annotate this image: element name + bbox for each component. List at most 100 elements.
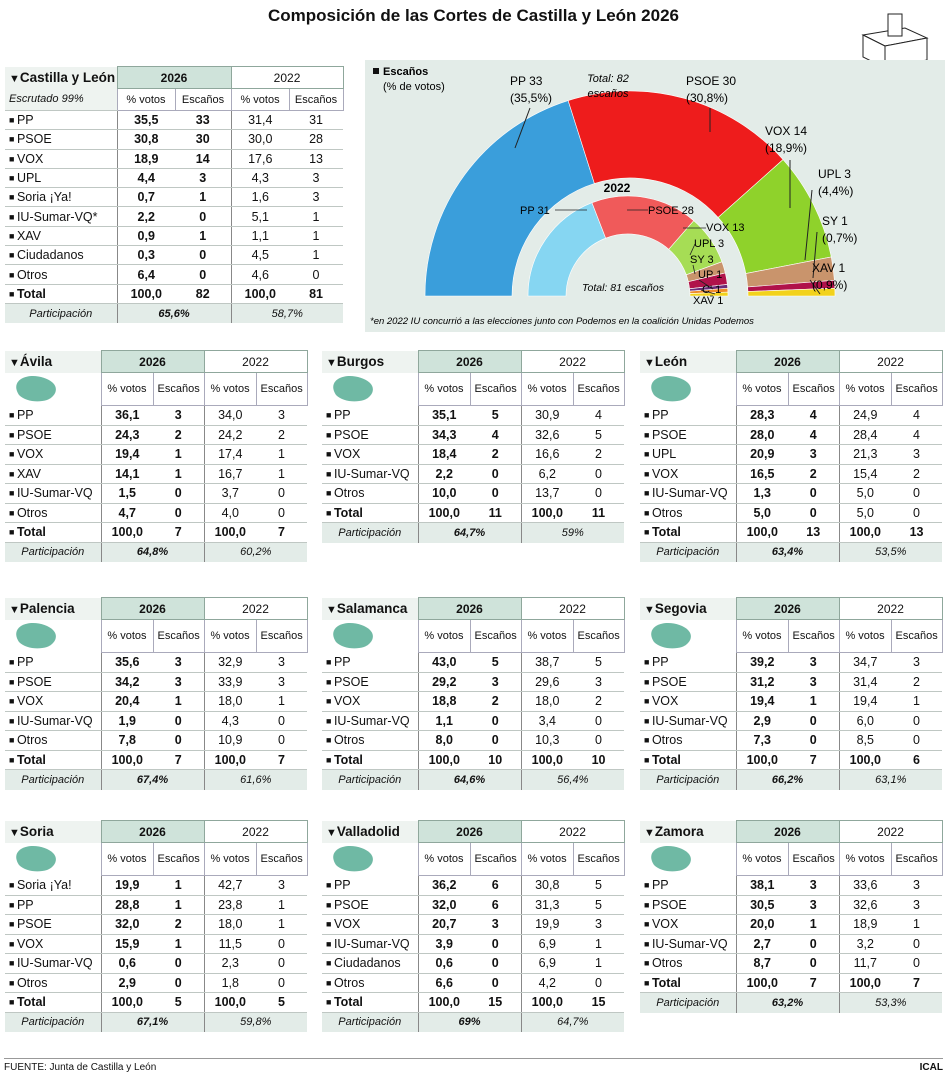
cell-value: 5,0	[735, 503, 788, 523]
cell-value: 4	[470, 425, 522, 445]
cell-value: 100,0	[203, 522, 257, 543]
cell-value: 0,6	[100, 953, 153, 974]
table-title: Segovia	[640, 597, 736, 620]
party-name: Otros	[640, 730, 736, 751]
party-row: IU-Sumar-VQ1,305,00	[640, 483, 943, 504]
party-name: Ciudadanos	[322, 953, 418, 974]
participation-row: Participación 67,4% 61,6%	[5, 769, 308, 790]
party-name: VOX	[322, 914, 418, 935]
cell-value: 5,0	[838, 503, 892, 523]
cell-value: 0	[573, 730, 625, 751]
party-name: Total	[640, 749, 736, 770]
column-header: % votos	[735, 842, 789, 876]
cell-value: 20,4	[100, 691, 153, 712]
legend-title: Escaños	[383, 66, 428, 78]
cell-value: 32,6	[838, 895, 892, 915]
column-header: Escaños	[787, 842, 840, 876]
cell-value: 1,1	[417, 711, 470, 731]
total-label: escaños	[588, 88, 629, 100]
cell-value: 100,0	[735, 749, 788, 770]
column-header: Escaños	[787, 372, 840, 406]
cell-value: 3	[153, 672, 205, 692]
cell-value: 0	[573, 464, 625, 484]
party-name: IU-Sumar-VQ	[322, 934, 418, 954]
party-name: PSOE	[5, 914, 101, 935]
cell-value: 1	[891, 914, 943, 935]
cell-value: 8,7	[735, 953, 788, 974]
column-header: Escaños	[890, 372, 943, 406]
cell-value: 100,0	[735, 972, 788, 993]
cell-value: 0	[788, 934, 840, 954]
year-header: 2022	[203, 820, 308, 843]
participation-value: 64,7%	[520, 1012, 625, 1032]
participation-row: Participación 64,7% 59%	[322, 522, 625, 543]
cell-value: 0	[256, 730, 308, 751]
cell-value: 31,2	[735, 672, 788, 692]
party-name: Otros	[5, 503, 101, 523]
year-header: 2022	[838, 350, 943, 373]
cell-value: 3	[788, 875, 840, 896]
seat-label: C' 1	[702, 284, 721, 296]
cell-value: 0	[470, 730, 522, 751]
participation-label: Participación	[5, 1012, 101, 1032]
cell-value: 30,0	[230, 129, 290, 150]
cell-value: 0,9	[116, 226, 175, 247]
cell-value: 30,8	[116, 129, 175, 150]
party-name: PP	[640, 405, 736, 426]
cell-value: 4,5	[230, 245, 290, 266]
column-header: % votos	[230, 88, 290, 111]
cell-value: 30,8	[520, 875, 574, 896]
party-name: IU-Sumar-VQ	[640, 483, 736, 504]
cell-value: 5	[573, 652, 625, 673]
cell-value: 6,2	[520, 464, 574, 484]
party-row: IU-Sumar-VQ1,103,40	[322, 711, 625, 731]
cell-value: 18,4	[417, 444, 470, 465]
party-name: Otros	[322, 973, 418, 993]
cell-value: 100,0	[203, 992, 257, 1013]
leader-line	[689, 243, 696, 256]
cell-value: 0	[256, 711, 308, 731]
year-header: 2022	[520, 597, 625, 620]
cell-value: 10,0	[417, 483, 470, 504]
participation-row: Participación 66,2% 63,1%	[640, 769, 943, 790]
cell-value: 39,2	[735, 652, 788, 673]
legend-swatch	[373, 68, 379, 74]
column-header: Escaños	[288, 88, 344, 111]
cell-value: 6,9	[520, 934, 574, 954]
subheader-row: % votos Escaños% votos Escaños	[322, 842, 625, 876]
participation-value: 66,2%	[735, 769, 840, 790]
party-name: Otros	[640, 953, 736, 974]
party-name: PP	[5, 405, 101, 426]
cell-value: 2,2	[417, 464, 470, 484]
cell-value: 2	[153, 914, 205, 935]
cell-value: 17,6	[230, 149, 290, 169]
cell-value: 3,9	[417, 934, 470, 954]
column-header: Escaños	[469, 842, 522, 876]
party-name: VOX	[322, 691, 418, 712]
cell-value: 13	[891, 522, 943, 543]
map-cell	[322, 373, 418, 406]
cell-value: 0	[256, 953, 308, 974]
participation-value: 56,4%	[520, 769, 625, 790]
subheader-row: % votos Escaños% votos Escaños	[322, 619, 625, 653]
cell-value: 0	[153, 711, 205, 731]
party-name: Total	[5, 992, 101, 1013]
province-map	[16, 622, 56, 648]
cell-value: 6	[891, 749, 943, 770]
province-map	[16, 845, 56, 871]
province-map	[16, 375, 56, 401]
seat-label: UP 1	[698, 269, 722, 281]
party-name: PP	[5, 110, 117, 131]
cell-value: 24,9	[838, 405, 892, 426]
